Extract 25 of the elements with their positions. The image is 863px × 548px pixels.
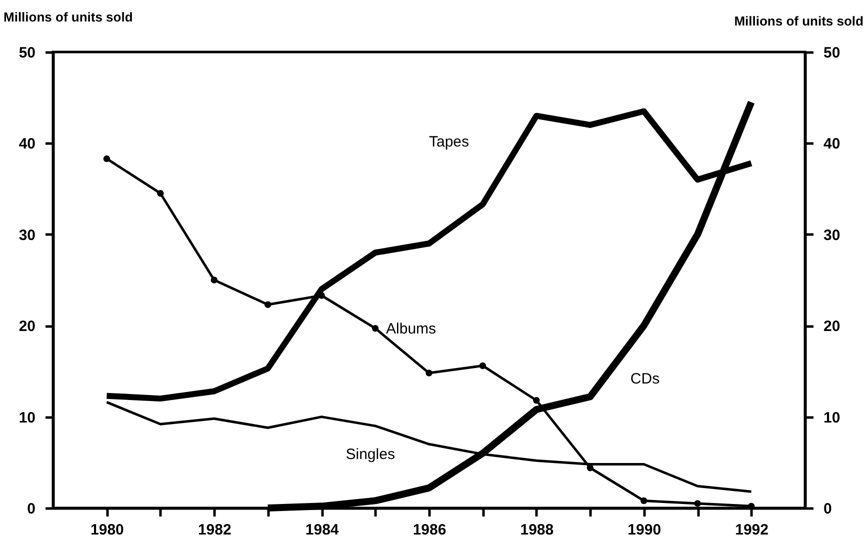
x-tick-label: 1992 xyxy=(735,522,768,538)
x-tick-label: 1980 xyxy=(90,522,124,538)
y-axis-title: Millions of units sold xyxy=(4,10,133,24)
text: Tapes xyxy=(429,133,470,150)
y2-tick-label: 0 xyxy=(824,500,832,518)
series-label: Singles xyxy=(346,446,395,464)
y-tick-label: 30 xyxy=(18,226,36,244)
x-tick-label: 1982 xyxy=(198,522,232,538)
x-tick-label: 1986 xyxy=(412,522,446,538)
y-tick-label: 0 xyxy=(27,500,36,518)
x-tick-label: 1988 xyxy=(520,522,554,538)
y2-tick-label: 20 xyxy=(824,318,840,336)
x-tick-label: 1984 xyxy=(305,522,340,538)
y-tick-label: 20 xyxy=(18,318,36,336)
x-tick-label: 1990 xyxy=(628,522,662,538)
y2-tick-label: 40 xyxy=(824,136,840,153)
y2-tick-label: 30 xyxy=(824,226,840,244)
y2-axis-title: Millions of units sold xyxy=(734,14,863,28)
y-tick-label: 10 xyxy=(18,409,36,426)
y-tick-label: 40 xyxy=(18,136,36,153)
y2-tick-label: 50 xyxy=(824,44,840,62)
y-tick-label: 50 xyxy=(18,44,36,62)
y2-tick-label: 10 xyxy=(824,409,840,426)
series-label: CDs xyxy=(630,370,660,388)
series-label: Albums xyxy=(386,320,436,338)
